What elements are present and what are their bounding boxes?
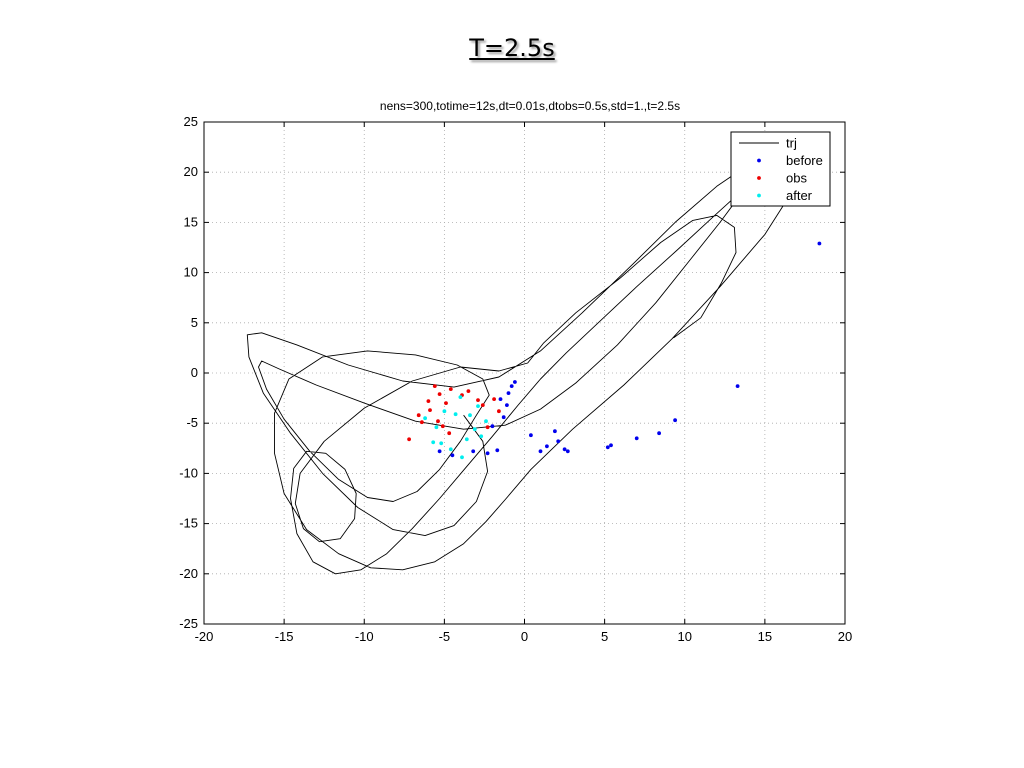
before-point: [609, 443, 613, 448]
legend-marker-after: [757, 193, 761, 198]
after-point: [479, 434, 484, 439]
obs-point: [407, 437, 411, 442]
before-point: [817, 241, 822, 246]
y-tick-label: 0: [191, 365, 198, 380]
obs-point: [447, 431, 452, 436]
y-tick-label: 15: [184, 214, 198, 229]
y-tick-label: 20: [184, 164, 198, 179]
plot-content: [246, 153, 822, 575]
legend-label-obs: obs: [786, 171, 807, 186]
legend-label-before: before: [786, 153, 823, 168]
slide-title: T=2.5s: [469, 34, 555, 62]
after-point: [476, 404, 480, 408]
y-tick-label: -25: [179, 616, 198, 631]
legend-marker-before: [757, 158, 761, 163]
before-point: [513, 380, 517, 384]
before-point: [562, 447, 567, 452]
after-point: [434, 425, 439, 430]
after-point: [472, 427, 477, 432]
obs-point: [492, 397, 496, 401]
before-point: [657, 431, 661, 436]
before-point: [506, 391, 511, 395]
after-point: [448, 447, 453, 452]
after-point: [442, 409, 447, 414]
y-tick-label: -10: [179, 465, 198, 480]
before-point: [553, 429, 557, 434]
obs-point: [448, 387, 453, 391]
before-point: [538, 449, 543, 454]
axis-ticks: -20 -15 -10 -5 0 5 10 15 20-25-20-15-10-50510152…: [179, 114, 852, 644]
obs-point: [466, 389, 471, 393]
before-point: [509, 384, 514, 388]
obs-point: [476, 398, 480, 402]
before-point: [556, 439, 561, 444]
legend: trj before obs after: [730, 131, 831, 207]
before-point: [634, 436, 639, 441]
before-point: [501, 415, 506, 420]
legend-marker-obs: [757, 176, 761, 180]
obs-point: [485, 425, 490, 430]
x-tick-label: -20: [195, 629, 214, 644]
y-tick-label: 10: [184, 265, 198, 280]
after-point: [484, 419, 488, 424]
before-point: [450, 453, 455, 458]
x-tick-label: 20: [838, 629, 852, 644]
y-tick-label: 5: [191, 315, 198, 330]
before-point: [495, 448, 500, 453]
after-point: [460, 455, 464, 460]
before-point: [735, 384, 740, 388]
obs-point: [428, 408, 432, 412]
before-point: [673, 418, 677, 423]
after-point: [439, 441, 444, 446]
chart-title: nens=300,totime=12s,dt=0.01s,dtobs=0.5s,…: [380, 99, 680, 113]
before-point: [529, 433, 533, 438]
after-point: [431, 440, 436, 445]
trajectory-line: [246, 153, 796, 575]
before-point: [485, 451, 490, 456]
before-point: [471, 449, 476, 454]
legend-label-after: after: [786, 188, 813, 203]
obs-point: [416, 413, 421, 418]
x-tick-label: -5: [439, 629, 451, 644]
legend-box: [730, 131, 831, 207]
obs-point: [432, 384, 437, 388]
before-point: [545, 444, 549, 449]
x-tick-label: -15: [275, 629, 294, 644]
obs-point: [437, 392, 442, 396]
before-point: [565, 449, 570, 454]
after-point: [464, 437, 469, 442]
grid: [204, 122, 845, 624]
before-point: [437, 449, 442, 454]
before-point: [498, 397, 503, 401]
after-point: [423, 416, 427, 421]
before-point: [490, 424, 495, 429]
after-point: [453, 412, 458, 417]
obs-point: [436, 419, 440, 424]
obs-point: [497, 409, 501, 414]
x-tick-label: 0: [521, 629, 528, 644]
after-point: [458, 395, 463, 399]
before-point: [605, 445, 610, 450]
y-tick-label: 25: [184, 114, 198, 129]
x-tick-label: -10: [355, 629, 374, 644]
before-point: [505, 403, 509, 407]
y-tick-label: -20: [179, 566, 198, 581]
obs-point: [420, 420, 424, 425]
obs-point: [480, 403, 485, 407]
obs-point: [426, 399, 431, 403]
after-point: [468, 413, 472, 418]
y-tick-label: -15: [179, 516, 198, 531]
x-tick-label: 5: [601, 629, 608, 644]
y-tick-label: -5: [186, 415, 198, 430]
x-tick-label: 15: [758, 629, 772, 644]
x-tick-label: 10: [678, 629, 692, 644]
legend-label-trj: trj: [786, 136, 797, 151]
obs-point: [440, 424, 445, 429]
obs-point: [444, 401, 448, 405]
